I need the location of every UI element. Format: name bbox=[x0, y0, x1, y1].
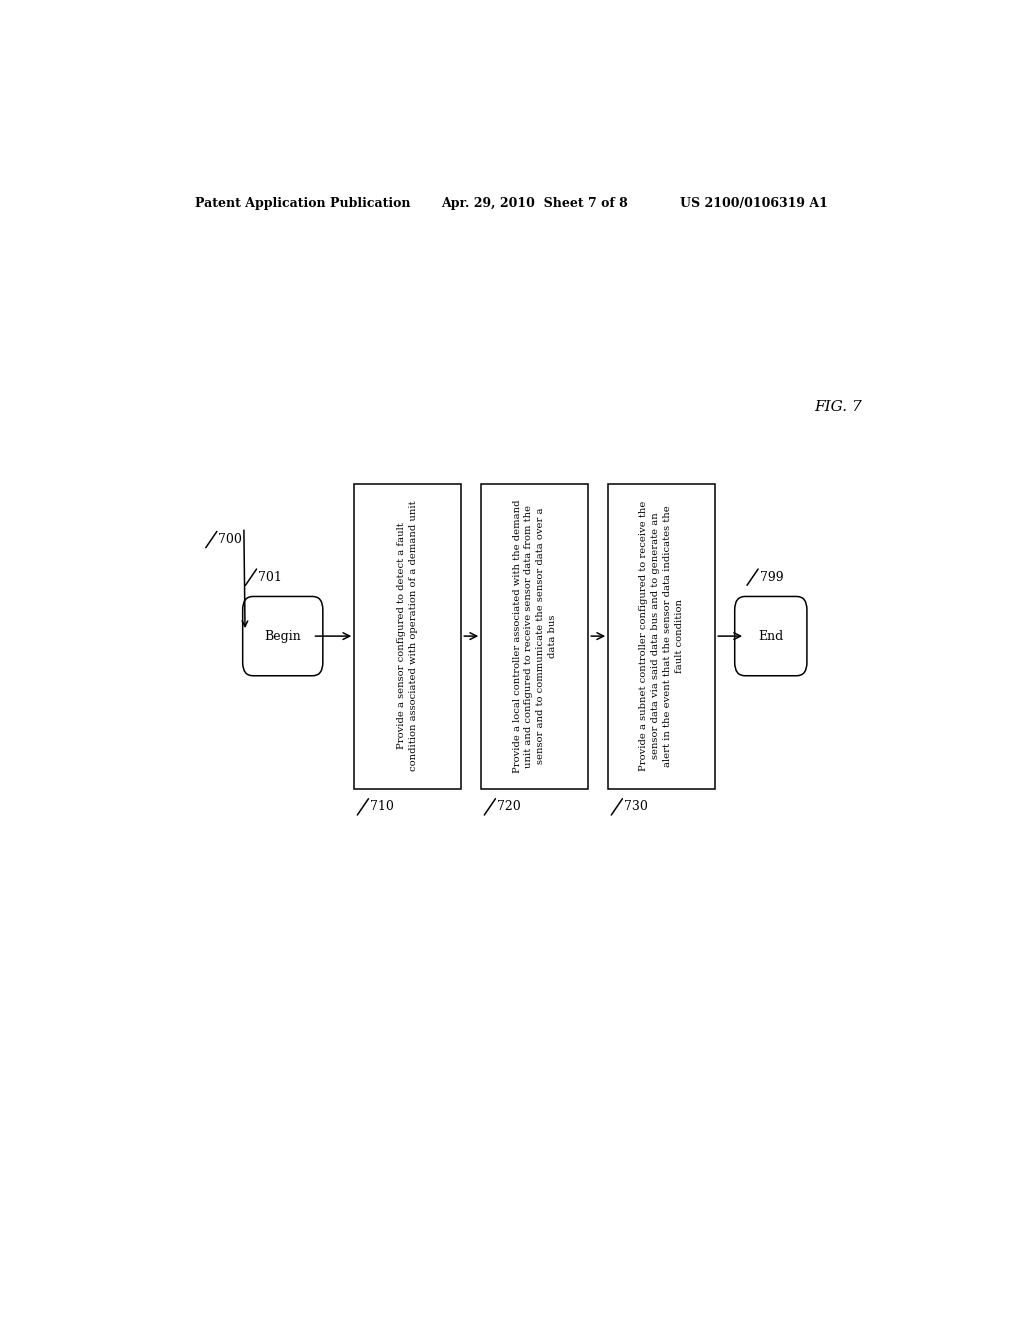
Text: Begin: Begin bbox=[264, 630, 301, 643]
FancyBboxPatch shape bbox=[734, 597, 807, 676]
Text: FIG. 7: FIG. 7 bbox=[814, 400, 862, 414]
Text: 710: 710 bbox=[370, 800, 394, 813]
Text: Patent Application Publication: Patent Application Publication bbox=[196, 197, 411, 210]
Text: Apr. 29, 2010  Sheet 7 of 8: Apr. 29, 2010 Sheet 7 of 8 bbox=[441, 197, 628, 210]
Bar bbox=[481, 483, 589, 788]
Text: US 2100/0106319 A1: US 2100/0106319 A1 bbox=[680, 197, 827, 210]
Text: Provide a sensor configured to detect a fault
condition associated with operatio: Provide a sensor configured to detect a … bbox=[397, 500, 418, 771]
Bar bbox=[354, 483, 461, 788]
Text: Provide a local controller associated with the demand
unit and configured to rec: Provide a local controller associated wi… bbox=[513, 499, 557, 772]
Text: End: End bbox=[758, 630, 783, 643]
Text: 720: 720 bbox=[497, 800, 521, 813]
Bar bbox=[608, 483, 715, 788]
Text: 700: 700 bbox=[218, 533, 243, 546]
Text: 730: 730 bbox=[624, 800, 648, 813]
Text: 701: 701 bbox=[258, 570, 282, 583]
Text: 799: 799 bbox=[760, 570, 783, 583]
FancyBboxPatch shape bbox=[243, 597, 323, 676]
Text: Provide a subnet controller configured to receive the
sensor data via said data : Provide a subnet controller configured t… bbox=[640, 500, 684, 771]
